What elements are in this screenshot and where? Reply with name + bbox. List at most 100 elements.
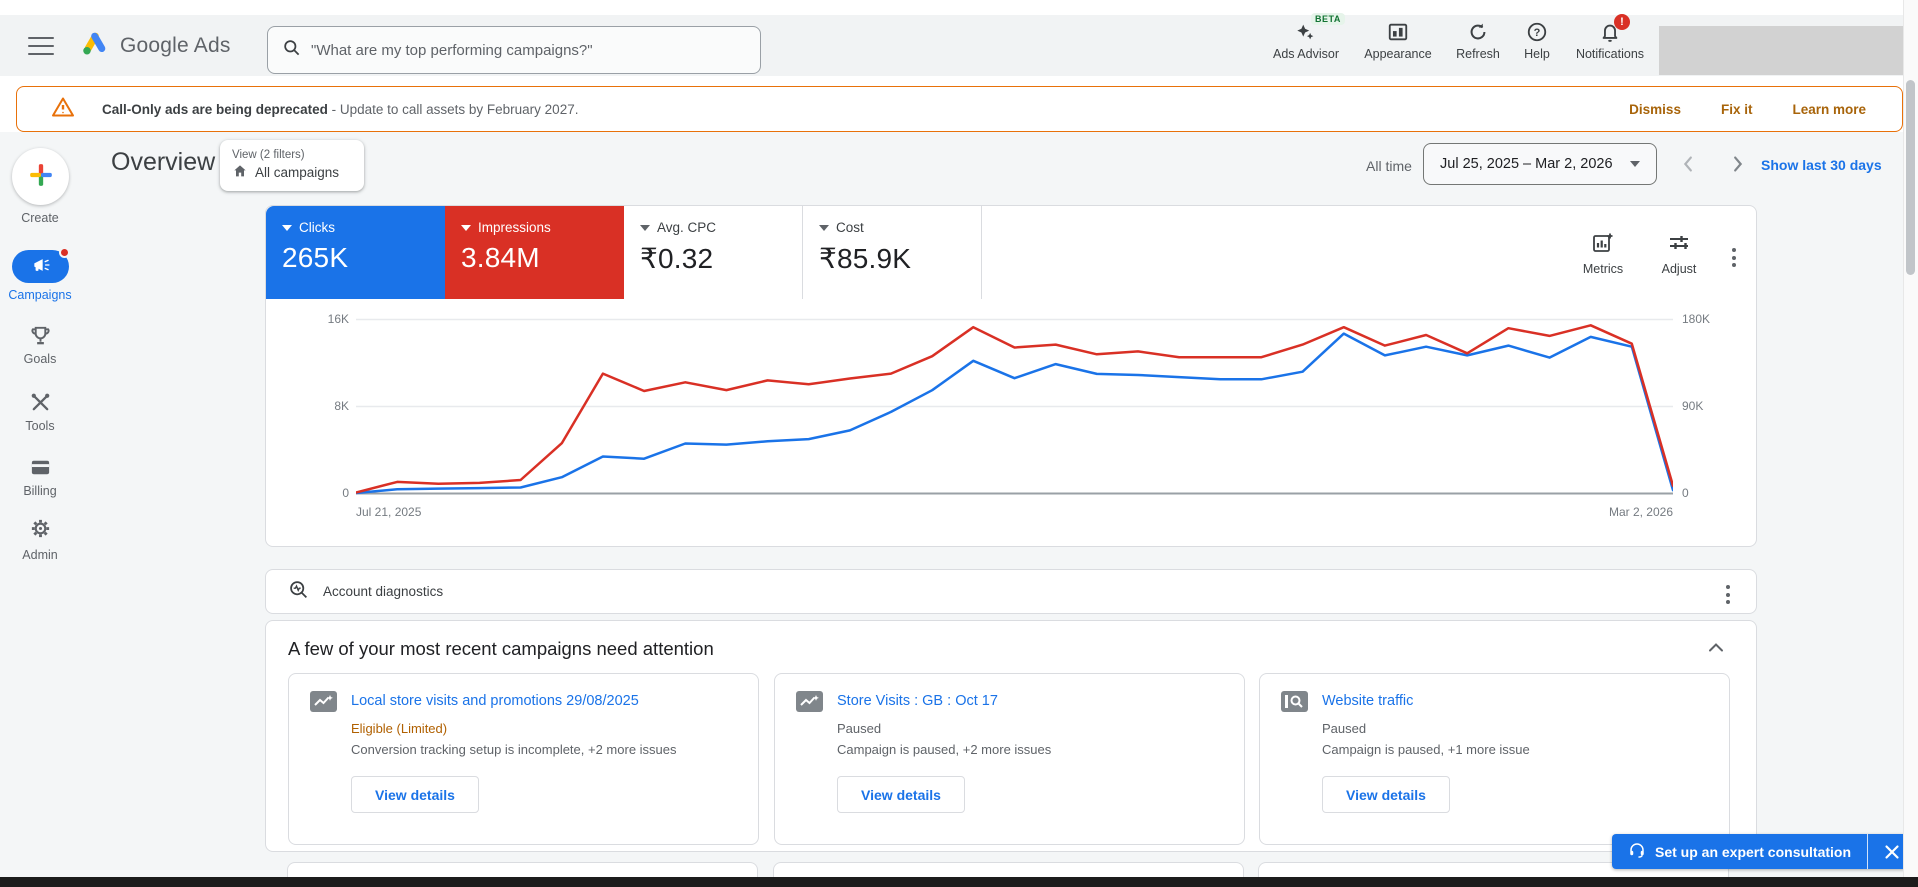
campaign-status: Paused bbox=[837, 721, 881, 736]
refresh-icon bbox=[1467, 20, 1489, 44]
sidebar-item-billing[interactable] bbox=[28, 456, 53, 481]
scorecard-cost-value: ₹85.9K bbox=[819, 242, 965, 275]
view-details-button[interactable]: View details bbox=[837, 776, 965, 813]
svg-text:?: ? bbox=[1534, 27, 1541, 39]
view-details-button[interactable]: View details bbox=[1322, 776, 1450, 813]
top-app-bar: Google Ads BETA Ads Advisor bbox=[0, 15, 1903, 76]
next-period-button[interactable] bbox=[1724, 152, 1750, 178]
bell-icon: ! bbox=[1599, 20, 1621, 44]
sidebar-label-tools: Tools bbox=[0, 419, 80, 433]
view-filters-chip[interactable]: View (2 filters) All campaigns bbox=[220, 140, 364, 191]
banner-message: Call-Only ads are being deprecated - Upd… bbox=[102, 102, 578, 117]
search-icon bbox=[282, 38, 301, 62]
chevron-down-icon bbox=[282, 225, 292, 231]
campaign-issue: Campaign is paused, +1 more issue bbox=[1322, 742, 1530, 757]
attention-card-local-store: Local store visits and promotions 29/08/… bbox=[288, 673, 759, 845]
chevron-down-icon bbox=[819, 225, 829, 231]
help-icon: ? bbox=[1526, 20, 1548, 44]
chart-more-options-button[interactable] bbox=[1728, 244, 1740, 271]
date-range-selector[interactable]: Jul 25, 2025 – Mar 2, 2026 bbox=[1423, 143, 1657, 185]
performance-chart-card: Clicks 265K Impressions 3.84M Avg. CPC ₹… bbox=[265, 205, 1757, 547]
sidebar-label-create: Create bbox=[0, 211, 80, 225]
diagnostics-title: Account diagnostics bbox=[323, 584, 443, 599]
date-range-value: Jul 25, 2025 – Mar 2, 2026 bbox=[1440, 156, 1613, 172]
sidebar-item-tools[interactable] bbox=[28, 391, 53, 416]
chevron-down-icon bbox=[461, 225, 471, 231]
campaign-link[interactable]: Local store visits and promotions 29/08/… bbox=[351, 693, 639, 709]
search-input[interactable] bbox=[311, 42, 746, 59]
scorecard-avg-cpc[interactable]: Avg. CPC ₹0.32 bbox=[624, 206, 803, 299]
refresh-button[interactable]: Refresh bbox=[1448, 20, 1508, 72]
sidebar-item-create[interactable] bbox=[12, 148, 69, 205]
campaign-status: Paused bbox=[1322, 721, 1366, 736]
previous-period-button[interactable] bbox=[1676, 152, 1702, 178]
sidebar-item-admin[interactable] bbox=[28, 517, 53, 542]
sidebar-label-goals: Goals bbox=[0, 352, 80, 366]
ads-advisor-label: Ads Advisor bbox=[1273, 47, 1339, 61]
campaign-issue: Conversion tracking setup is incomplete,… bbox=[351, 742, 677, 757]
scorecard-cost-label: Cost bbox=[836, 220, 864, 235]
main-menu-button[interactable] bbox=[28, 36, 54, 56]
sliders-icon bbox=[1667, 231, 1691, 258]
campaign-link[interactable]: Store Visits : GB : Oct 17 bbox=[837, 693, 998, 709]
create-plus-icon bbox=[28, 162, 54, 191]
expert-consultation-button[interactable]: Set up an expert consultation bbox=[1612, 834, 1867, 869]
appearance-button[interactable]: Appearance bbox=[1354, 20, 1442, 72]
sidebar-item-campaigns[interactable] bbox=[12, 250, 69, 283]
performance-campaign-icon bbox=[310, 691, 337, 717]
ads-advisor-button[interactable]: BETA Ads Advisor bbox=[1262, 20, 1350, 72]
help-button[interactable]: ? Help bbox=[1512, 20, 1562, 72]
left-axis-tick-16k: 16K bbox=[311, 312, 349, 326]
appearance-icon bbox=[1387, 20, 1409, 44]
gear-icon bbox=[29, 517, 52, 543]
diagnostics-icon bbox=[288, 579, 309, 605]
learn-more-button[interactable]: Learn more bbox=[1792, 102, 1866, 117]
dismiss-button[interactable]: Dismiss bbox=[1629, 102, 1681, 117]
campaign-status: Eligible (Limited) bbox=[351, 721, 447, 736]
show-last-30-days-link[interactable]: Show last 30 days bbox=[1761, 157, 1882, 173]
google-ads-logo[interactable]: Google Ads bbox=[80, 28, 231, 63]
adjust-button[interactable]: Adjust bbox=[1648, 231, 1710, 283]
expert-consultation-label: Set up an expert consultation bbox=[1655, 844, 1851, 860]
campaign-link[interactable]: Website traffic bbox=[1322, 693, 1413, 709]
google-ads-overview-screen: Google Ads BETA Ads Advisor bbox=[0, 0, 1918, 887]
view-details-button[interactable]: View details bbox=[351, 776, 479, 813]
scorecard-avg-cpc-label: Avg. CPC bbox=[657, 220, 716, 235]
campaigns-attention-section: A few of your most recent campaigns need… bbox=[265, 620, 1757, 852]
search-campaign-icon bbox=[1281, 691, 1308, 717]
scorecard-cost[interactable]: Cost ₹85.9K bbox=[803, 206, 982, 299]
collapse-section-button[interactable] bbox=[1702, 635, 1730, 663]
search-box[interactable] bbox=[267, 26, 761, 74]
date-range-preset-label: All time bbox=[1366, 158, 1412, 174]
scorecard-clicks-value: 265K bbox=[282, 242, 429, 274]
scorecard-clicks[interactable]: Clicks 265K bbox=[266, 206, 445, 299]
campaigns-alert-dot bbox=[59, 247, 70, 258]
left-axis-tick-0: 0 bbox=[311, 486, 349, 500]
expert-consultation-pill: Set up an expert consultation bbox=[1612, 834, 1915, 869]
fix-it-button[interactable]: Fix it bbox=[1721, 102, 1753, 117]
performance-campaign-icon bbox=[796, 691, 823, 717]
megaphone-icon bbox=[31, 255, 51, 278]
attention-card-website-traffic: Website traffic Paused Campaign is pause… bbox=[1259, 673, 1730, 845]
notifications-button[interactable]: ! Notifications bbox=[1564, 20, 1656, 72]
sidebar-item-goals[interactable] bbox=[28, 324, 53, 349]
scorecard-impressions[interactable]: Impressions 3.84M bbox=[445, 206, 624, 299]
beta-badge: BETA bbox=[1311, 13, 1345, 25]
right-axis-tick-180k: 180K bbox=[1682, 312, 1710, 326]
left-axis-tick-8k: 8K bbox=[311, 399, 349, 413]
credit-card-icon bbox=[29, 456, 52, 482]
account-info-area bbox=[1659, 26, 1906, 75]
scorecard-clicks-label: Clicks bbox=[299, 220, 335, 235]
scrollbar-thumb[interactable] bbox=[1906, 80, 1915, 275]
diagnostics-more-options-button[interactable] bbox=[1722, 581, 1734, 608]
campaign-issue: Campaign is paused, +2 more issues bbox=[837, 742, 1051, 757]
notifications-label: Notifications bbox=[1576, 47, 1644, 61]
scorecard-impressions-label: Impressions bbox=[478, 220, 551, 235]
attention-card-store-visits: Store Visits : GB : Oct 17 Paused Campai… bbox=[774, 673, 1245, 845]
logo-text: Google Ads bbox=[120, 34, 231, 58]
account-diagnostics-card: Account diagnostics bbox=[265, 569, 1757, 614]
google-ads-logo-icon bbox=[80, 28, 110, 63]
metrics-button[interactable]: Metrics bbox=[1572, 231, 1634, 283]
banner-title: Call-Only ads are being deprecated bbox=[102, 102, 328, 117]
sidebar-label-campaigns: Campaigns bbox=[0, 288, 80, 302]
